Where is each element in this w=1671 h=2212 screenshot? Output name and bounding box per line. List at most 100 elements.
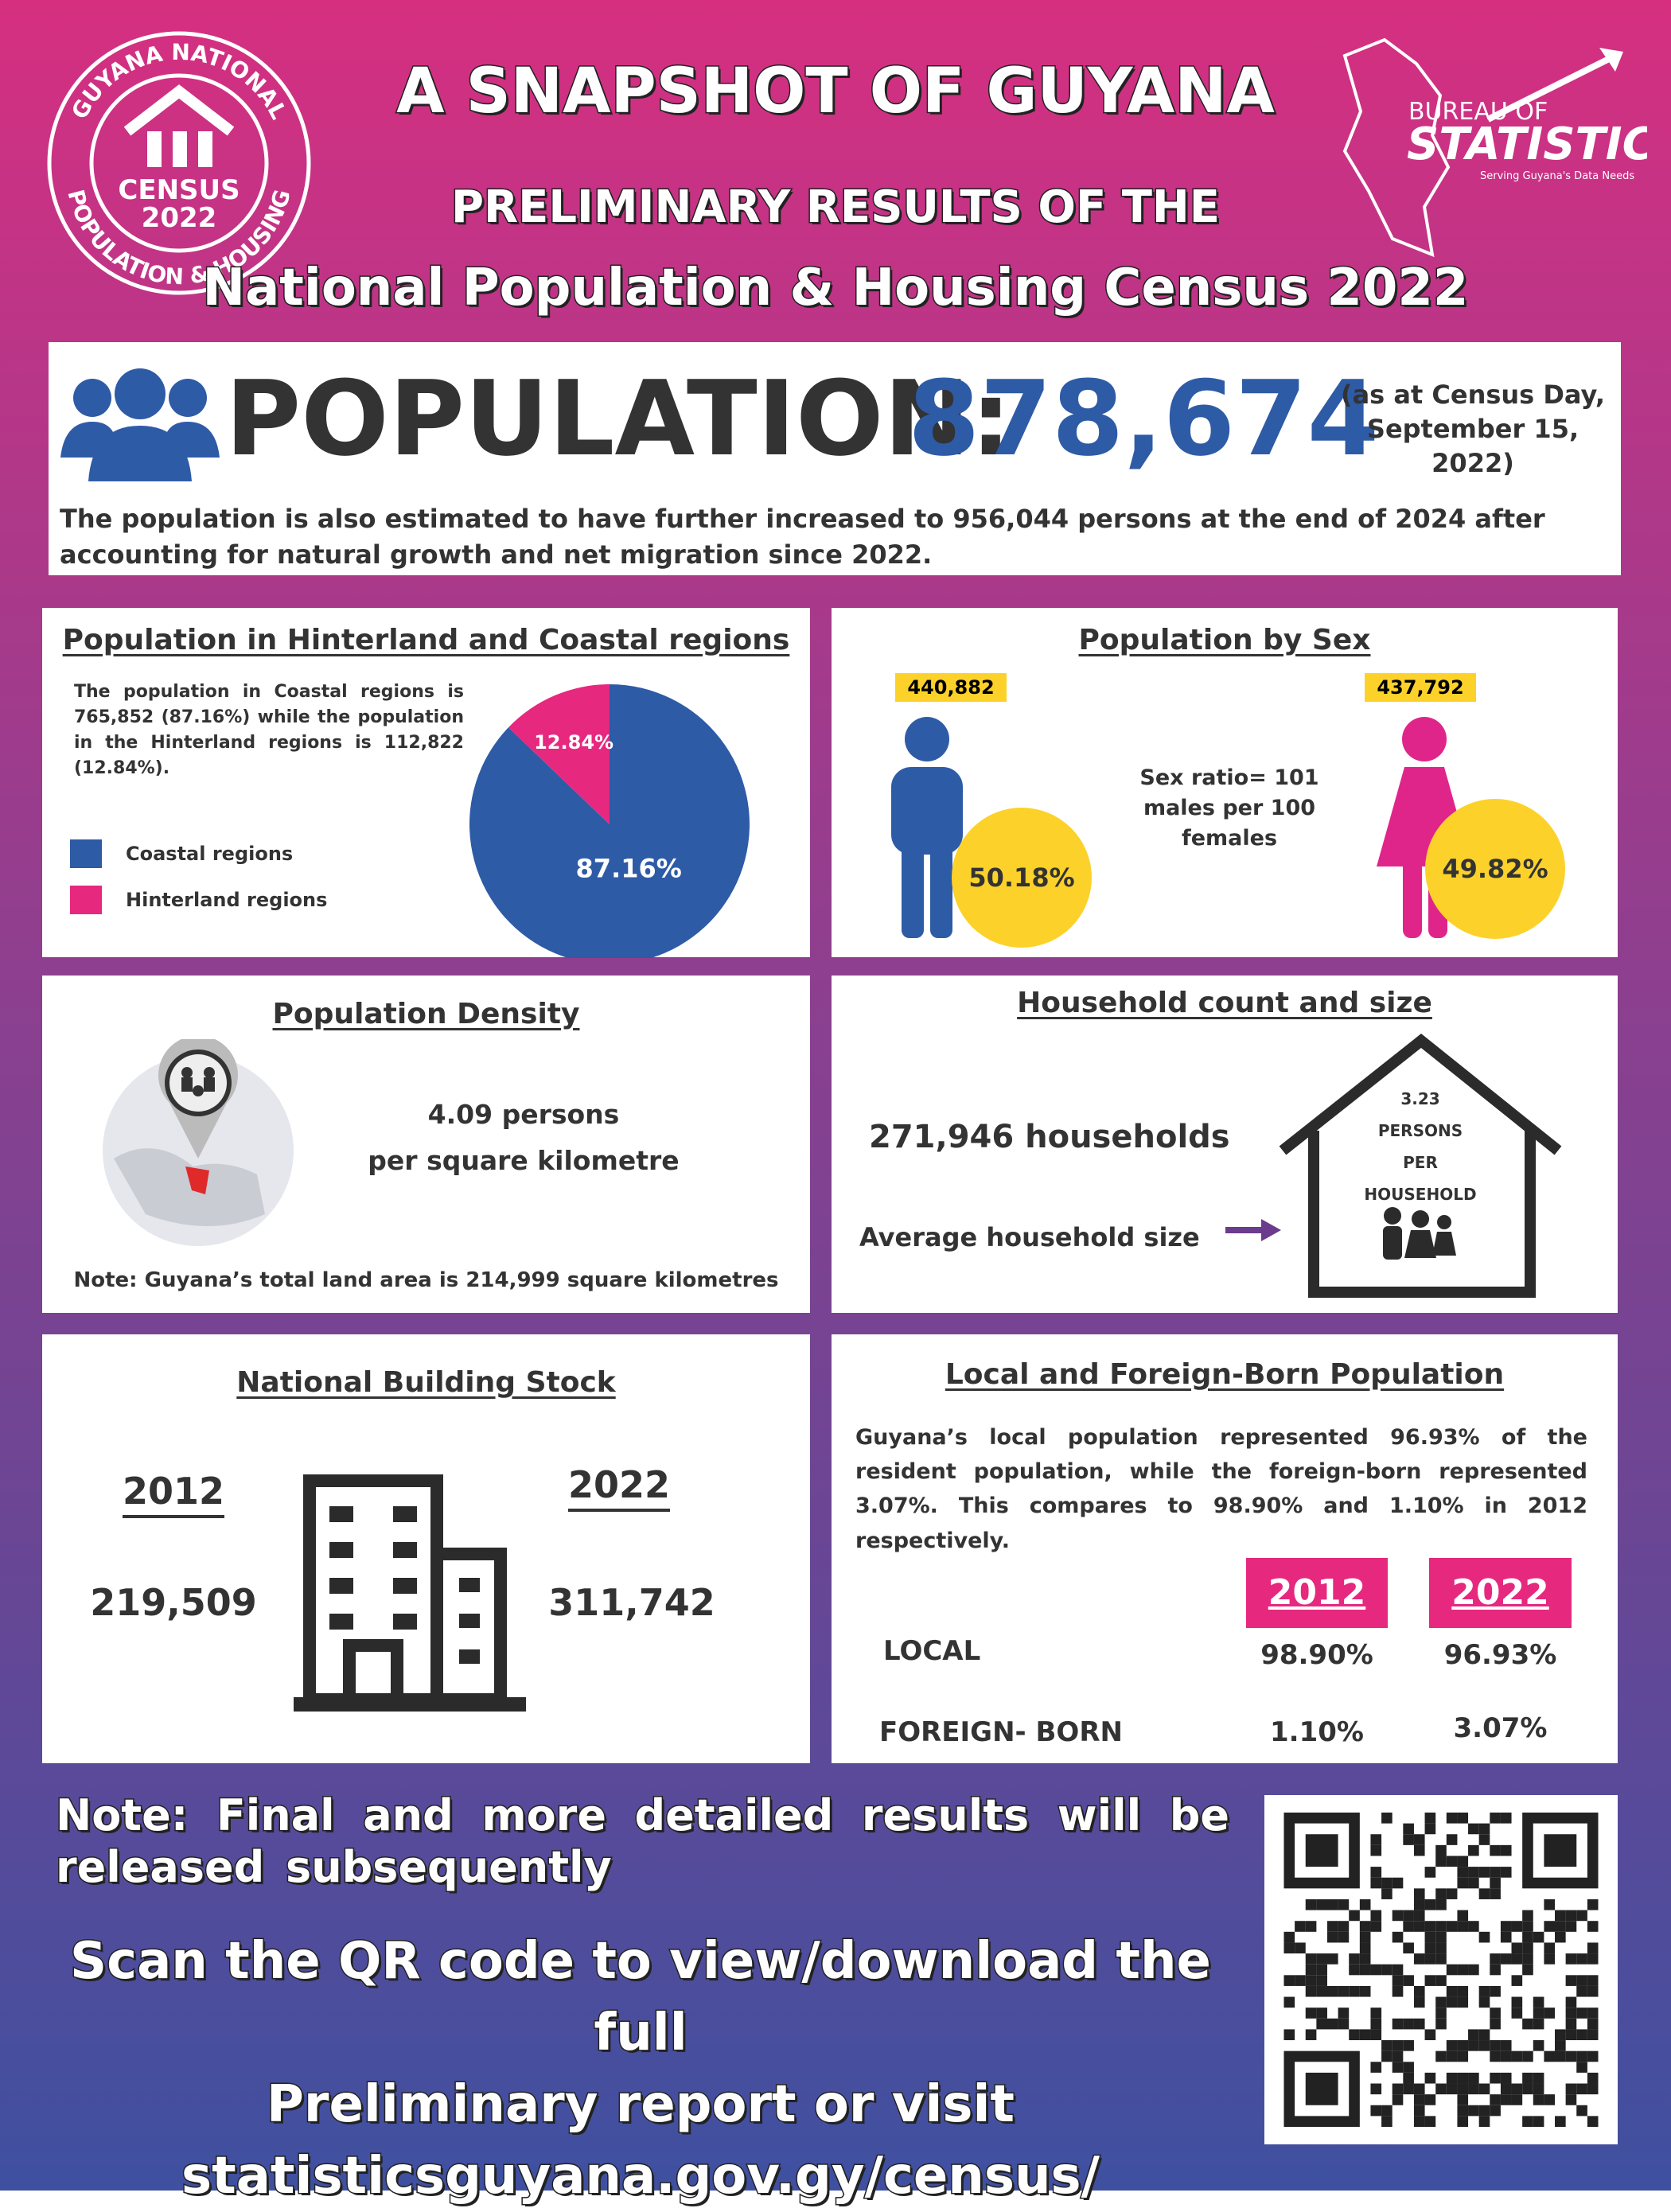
qr-module — [1576, 1985, 1587, 1997]
qr-module — [1478, 2083, 1490, 2095]
qr-module — [1305, 2008, 1317, 2019]
qr-module — [1283, 1975, 1295, 1986]
qr-module — [1478, 1931, 1490, 1943]
avg-unit: PER — [1403, 1153, 1438, 1172]
qr-module — [1565, 1910, 1577, 1922]
bureau-logo: BUREAU OF STATISTICS Serving Guyana's Da… — [1342, 37, 1647, 258]
qr-module — [1370, 2008, 1382, 2019]
qr-module — [1522, 1964, 1533, 1976]
qr-module — [1446, 1985, 1458, 1997]
avg-unit: PERSONS — [1377, 1121, 1463, 1140]
household-count: 271,946 households — [869, 1119, 1230, 1155]
qr-module — [1565, 2029, 1577, 2041]
regions-panel: Population in Hinterland and Coastal reg… — [42, 608, 810, 958]
qr-module — [1435, 2050, 1447, 2062]
qr-module — [1326, 1953, 1338, 1965]
qr-module — [1435, 1856, 1447, 1867]
house-icon — [1279, 1034, 1562, 1298]
qr-module — [1457, 2083, 1469, 2095]
qr-module — [1413, 1996, 1425, 2008]
census-logo: GUYANA NATIONAL POPULATION & HOUSING CEN… — [47, 31, 311, 295]
qr-finder — [1305, 1834, 1338, 1867]
qr-module — [1392, 1975, 1404, 1986]
qr-module — [1522, 2072, 1533, 2084]
pie-chart: 87.16% 12.84% — [469, 684, 750, 958]
qr-module — [1511, 1996, 1523, 2008]
qr-module — [1392, 2050, 1404, 2062]
qr-module — [1403, 2062, 1414, 2073]
panel-title: Population in Hinterland and Coastal reg… — [62, 624, 790, 656]
qr-module — [1446, 1856, 1458, 1867]
qr-module — [1446, 1921, 1458, 1932]
qr-module — [1511, 2094, 1523, 2105]
density-note: Note: Guyana’s total land area is 214,99… — [73, 1268, 779, 1292]
bureau-tagline: Serving Guyana's Data Needs — [1480, 170, 1634, 182]
qr-module — [1403, 1975, 1414, 1986]
household-avg-label: Average household size — [859, 1222, 1200, 1252]
qr-module — [1511, 1921, 1523, 1932]
qr-module — [1446, 1813, 1458, 1824]
household-panel: Household count and size 271,946 househo… — [832, 976, 1618, 1313]
qr-module — [1587, 2116, 1599, 2127]
row-label: FOREIGN- BORN — [879, 1716, 1123, 1748]
qr-module — [1457, 1996, 1469, 2008]
qr-module — [1435, 1888, 1447, 1899]
qr-module — [1533, 2018, 1544, 2030]
qr-module — [1457, 1910, 1469, 1922]
qr-module — [1316, 1964, 1327, 1976]
qr-module — [1457, 1921, 1469, 1932]
qr-module — [1500, 1813, 1512, 1824]
qr-module — [1500, 2072, 1512, 2084]
qr-module — [1533, 2072, 1544, 2084]
building-count: 311,742 — [548, 1581, 715, 1624]
qr-module — [1338, 1931, 1350, 1943]
qr-module — [1316, 2008, 1327, 2019]
scan-line: statisticsguyana.gov.gy/census/ — [181, 2146, 1101, 2207]
qr-module — [1544, 2094, 1556, 2105]
qr-code[interactable] — [1282, 1813, 1600, 2127]
subtitle: PRELIMINARY RESULTS OF THE — [450, 181, 1221, 235]
qr-module — [1500, 1931, 1512, 1943]
logo-year: 2022 — [142, 202, 217, 234]
building-panel: National Building Stock 2012 2022 219,50… — [42, 1334, 810, 1763]
qr-module — [1522, 2018, 1533, 2030]
qr-module — [1522, 1921, 1533, 1932]
qr-module — [1446, 1834, 1458, 1845]
qr-module — [1435, 1996, 1447, 2008]
qr-module — [1349, 1964, 1360, 1976]
qr-module — [1381, 2105, 1392, 2117]
qr-module — [1295, 1921, 1306, 1932]
legend-item: Coastal regions — [70, 831, 327, 877]
qr-module — [1457, 2094, 1469, 2105]
qr-module — [1587, 2083, 1599, 2095]
qr-module — [1457, 2116, 1469, 2127]
qr-module — [1555, 1931, 1566, 1943]
qr-module — [1511, 1942, 1523, 1954]
qr-module — [1359, 1921, 1371, 1932]
population-text: The population is also estimated to have… — [60, 504, 1545, 570]
qr-module — [1370, 2029, 1382, 2041]
qr-module — [1435, 2083, 1447, 2095]
qr-module — [1468, 1867, 1479, 1878]
qr-module — [1468, 2083, 1479, 2095]
map-icon — [103, 1039, 294, 1246]
qr-module — [1370, 2062, 1382, 2073]
qr-module — [1587, 2008, 1599, 2019]
qr-module — [1370, 1844, 1382, 1856]
qr-module — [1435, 1975, 1447, 1986]
qr-module — [1370, 1867, 1382, 1878]
origin-panel: Local and Foreign-Born Population Guyana… — [832, 1334, 1618, 1763]
qr-module — [1349, 2029, 1360, 2041]
qr-module — [1587, 1921, 1599, 1932]
footer-note: Note: Final and more detailed results wi… — [55, 1789, 1231, 1894]
qr-module — [1446, 1964, 1458, 1976]
sex-panel: Population by Sex 440,882 437,792 50.18%… — [832, 608, 1618, 957]
qr-module — [1457, 1813, 1469, 1824]
qr-module — [1316, 1899, 1327, 1910]
qr-module — [1468, 1964, 1479, 1976]
qr-module — [1468, 2105, 1479, 2117]
pie-slice — [469, 684, 750, 958]
qr-module — [1424, 1931, 1436, 1943]
qr-module — [1413, 2116, 1425, 2127]
qr-module — [1359, 1985, 1371, 1997]
